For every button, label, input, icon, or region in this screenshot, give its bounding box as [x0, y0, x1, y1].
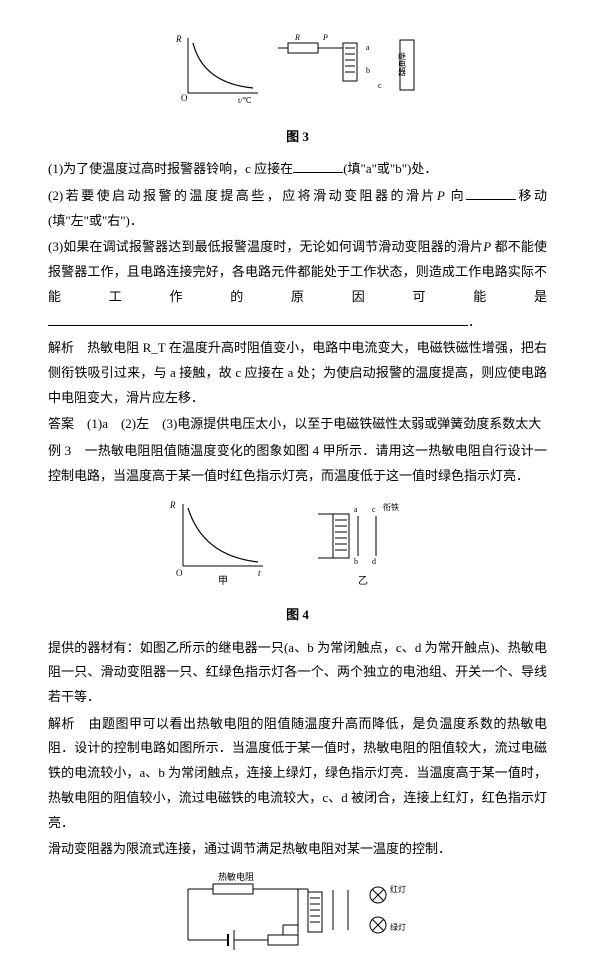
fig3-xlabel: t/℃: [238, 96, 251, 105]
svg-text:t: t: [258, 568, 261, 578]
svg-text:P: P: [322, 33, 328, 42]
question-3: (3)如果在调试报警器达到最低报警温度时，无论如何调节滑动变阻器的滑片P 都不能…: [48, 235, 547, 334]
analysis2-text: 由题图甲可以看出热敏电阻的阻值随温度升高而降低，是负温度系数的热敏电阻．设计的控…: [48, 716, 547, 830]
q1-prefix: (1)为了使温度过高时报警器铃响，c 应接在: [48, 161, 293, 176]
fig3-sidebox: 继电器: [397, 51, 406, 77]
analysis-text: 热敏电阻 R_T 在温度升高时阻值变小，电路中电流变大，电磁铁磁性增强，把右侧衔…: [48, 340, 547, 404]
q2-P: P: [437, 188, 445, 203]
example3-text: 一热敏电阻阻值随温度变化的图象如图 4 甲所示．请用这一热敏电阻自行设计一控制电…: [48, 443, 547, 483]
q3-prefix: (3)如果在调试报警器达到最低报警温度时，无论如何调节滑动变阻器的滑片: [48, 239, 483, 254]
q2-blank: [466, 186, 516, 200]
svg-text:d: d: [372, 557, 376, 566]
example3-label: 例 3: [48, 443, 71, 458]
q3-blank: [48, 312, 468, 326]
fig5-top-label: 热敏电阻: [218, 871, 254, 882]
fig3-origin: O: [181, 93, 188, 103]
answer-label: 答案: [48, 416, 74, 431]
q2-prefix: (2)若要使启动报警的温度提高些，应将滑动变阻器的滑片: [48, 188, 437, 203]
svg-text:c: c: [378, 81, 382, 90]
figure3-label: 图 3: [48, 125, 547, 150]
fig4-sub-left: 甲: [218, 576, 228, 586]
figure5-block: 热敏电阻: [48, 870, 547, 969]
analysis2-tail-text: 滑动变阻器为限流式连接，通过调节满足热敏电阻对某一温度的控制．: [48, 841, 451, 856]
svg-text:b: b: [354, 557, 358, 566]
svg-text:a: a: [354, 505, 358, 514]
svg-text:O: O: [176, 568, 183, 578]
fig3-axis-r: R: [175, 34, 182, 44]
analysis2-label: 解析: [48, 716, 75, 731]
svg-text:c: c: [372, 505, 376, 514]
question-2: (2)若要使启动报警的温度提高些，应将滑动变阻器的滑片P 向移动(填"左"或"右…: [48, 184, 547, 233]
figure3-block: R O t/℃ R P a b c 继电器: [48, 28, 547, 117]
q1-hint: (填"a"或"b")处．: [343, 161, 437, 176]
figure3-image: R O t/℃ R P a b c 继电器: [168, 28, 428, 115]
analysis-label: 解析: [48, 340, 74, 355]
q3-suffix: ．: [468, 314, 481, 329]
materials: 提供的器材有：如图乙所示的继电器一只(a、b 为常闭触点，c、d 为常开触点)、…: [48, 636, 547, 710]
fig4-k: 衔铁: [383, 502, 399, 512]
figure4-image: R O t 甲 a c b d 衔铁 乙: [158, 496, 438, 593]
fig5-red: 红灯: [390, 884, 406, 894]
answer-line: 答案 (1)a (2)左 (3)电源提供电压太小，以至于电磁铁磁性太弱或弹簧劲度…: [48, 412, 547, 437]
question-1: (1)为了使温度过高时报警器铃响，c 应接在 (填"a"或"b")处．: [48, 157, 547, 182]
figure5-image: 热敏电阻: [168, 870, 428, 967]
example3: 例 3 一热敏电阻阻值随温度变化的图象如图 4 甲所示．请用这一热敏电阻自行设计…: [48, 439, 547, 488]
analysis-2: 解析 由题图甲可以看出热敏电阻的阻值随温度升高而降低，是负温度系数的热敏电阻．设…: [48, 712, 547, 835]
q1-blank: [293, 159, 343, 173]
materials-text: 提供的器材有：如图乙所示的继电器一只(a、b 为常闭触点，c、d 为常开触点)、…: [48, 640, 547, 704]
svg-text:b: b: [366, 66, 370, 75]
answer-text: (1)a (2)左 (3)电源提供电压太小，以至于电磁铁磁性太弱或弹簧劲度系数太…: [87, 416, 541, 431]
fig5-green: 绿灯: [390, 922, 406, 932]
q2-mid: 向: [445, 188, 466, 203]
svg-text:R: R: [294, 33, 300, 42]
analysis-2-tail: 滑动变阻器为限流式连接，通过调节满足热敏电阻对某一温度的控制．: [48, 837, 547, 862]
figure4-block: R O t 甲 a c b d 衔铁 乙: [48, 496, 547, 595]
figure4-label: 图 4: [48, 603, 547, 628]
fig4-sub-right: 乙: [358, 575, 368, 586]
svg-text:R: R: [169, 500, 176, 510]
analysis-1: 解析 热敏电阻 R_T 在温度升高时阻值变小，电路中电流变大，电磁铁磁性增强，把…: [48, 336, 547, 410]
svg-text:a: a: [366, 43, 370, 52]
